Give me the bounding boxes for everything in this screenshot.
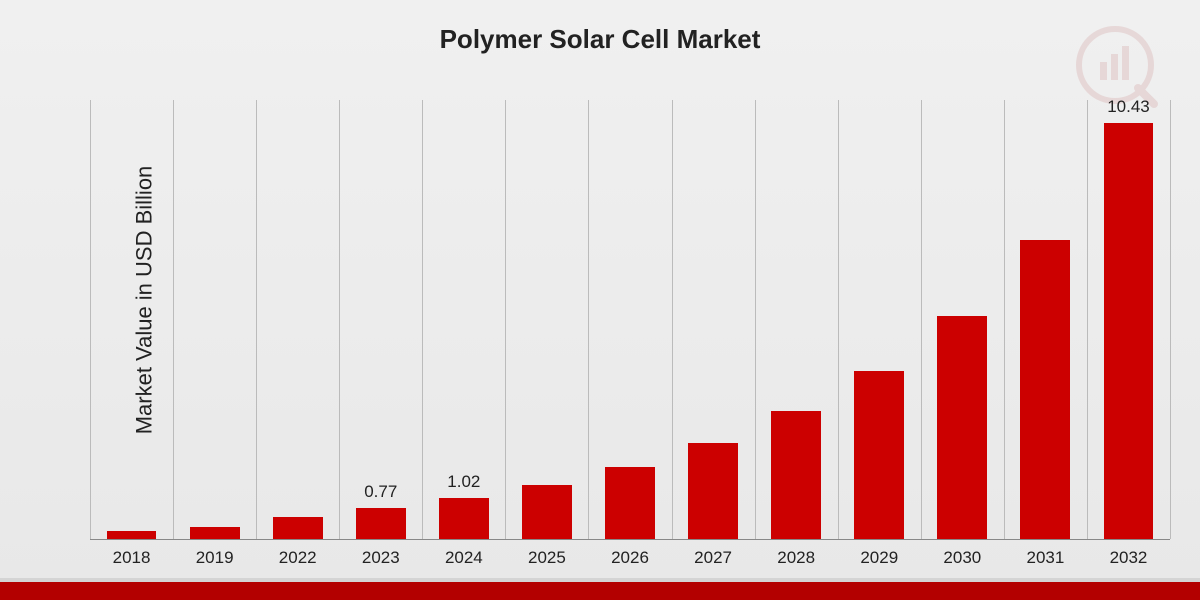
- bar: [937, 316, 987, 539]
- bar: [356, 508, 406, 539]
- bar-slot: [256, 100, 339, 539]
- bar-slot: [1004, 100, 1087, 539]
- x-tick-label: 2026: [588, 548, 671, 568]
- bar: [1020, 240, 1070, 539]
- x-tick-label: 2022: [256, 548, 339, 568]
- bar: [854, 371, 904, 539]
- grid-line: [838, 100, 839, 539]
- x-tick-label: 2023: [339, 548, 422, 568]
- x-tick-label: 2027: [672, 548, 755, 568]
- plot-area: 0.77 1.02 10.43: [90, 100, 1170, 540]
- bar-value-label: 10.43: [1107, 97, 1150, 117]
- x-tick-label: 2029: [838, 548, 921, 568]
- x-tick-label: 2019: [173, 548, 256, 568]
- grid-line: [90, 100, 91, 539]
- bar-value-label: 0.77: [364, 482, 397, 502]
- bar-slot: 1.02: [422, 100, 505, 539]
- grid-line: [422, 100, 423, 539]
- chart-title: Polymer Solar Cell Market: [0, 24, 1200, 55]
- grid-line: [921, 100, 922, 539]
- bar-slot: [838, 100, 921, 539]
- x-tick-label: 2025: [505, 548, 588, 568]
- grid-line: [672, 100, 673, 539]
- bar-slot: [672, 100, 755, 539]
- bar: [273, 517, 323, 539]
- bars-group: 0.77 1.02 10.43: [90, 100, 1170, 539]
- grid-line: [256, 100, 257, 539]
- bar-slot: [588, 100, 671, 539]
- grid-line: [588, 100, 589, 539]
- bar-slot: 10.43: [1087, 100, 1170, 539]
- bar-slot: [505, 100, 588, 539]
- bar: [107, 531, 157, 539]
- bar-slot: [921, 100, 1004, 539]
- bar-slot: [755, 100, 838, 539]
- bar-slot: [90, 100, 173, 539]
- grid-line: [505, 100, 506, 539]
- bar: [605, 467, 655, 539]
- bar: [771, 411, 821, 539]
- grid-line: [173, 100, 174, 539]
- bar-value-label: 1.02: [447, 472, 480, 492]
- grid-line: [1170, 100, 1171, 539]
- bar-slot: 0.77: [339, 100, 422, 539]
- x-tick-label: 2031: [1004, 548, 1087, 568]
- x-axis-labels: 2018201920222023202420252026202720282029…: [90, 548, 1170, 568]
- x-tick-label: 2028: [755, 548, 838, 568]
- x-tick-label: 2030: [921, 548, 1004, 568]
- bar: [439, 498, 489, 539]
- bar: [190, 527, 240, 539]
- grid-line: [339, 100, 340, 539]
- x-tick-label: 2018: [90, 548, 173, 568]
- grid-line: [755, 100, 756, 539]
- footer-accent-bar: [0, 578, 1200, 600]
- grid-line: [1004, 100, 1005, 539]
- x-tick-label: 2024: [422, 548, 505, 568]
- x-tick-label: 2032: [1087, 548, 1170, 568]
- chart-container: Polymer Solar Cell Market Market Value i…: [0, 0, 1200, 600]
- bar: [522, 485, 572, 539]
- bar: [688, 443, 738, 539]
- grid-line: [1087, 100, 1088, 539]
- bar-slot: [173, 100, 256, 539]
- bar: [1104, 123, 1154, 539]
